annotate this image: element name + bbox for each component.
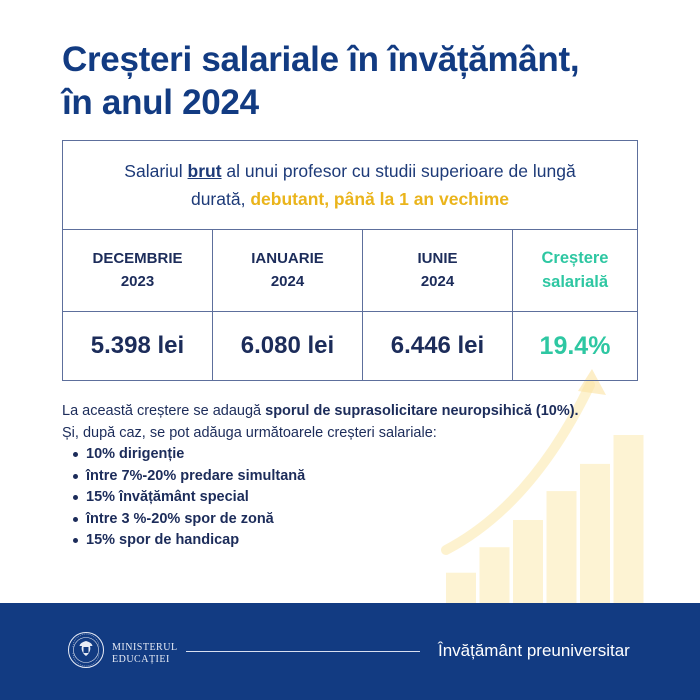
government-seal-icon <box>68 632 104 668</box>
info-line-1: La această creștere se adaugă sporul de … <box>62 401 662 423</box>
decor-bar <box>479 547 510 605</box>
table-values-row: 5.398 lei 6.080 lei 6.446 lei 19.4% <box>63 312 637 380</box>
title-line-2: în anul 2024 <box>62 83 259 122</box>
value-dec-2023: 5.398 lei <box>63 312 213 380</box>
intro-line-1: Salariul brut al unui profesor cu studii… <box>124 157 575 185</box>
footer-section-label: Învățământ preuniversitar <box>438 641 630 660</box>
header-cell-jun-2024: IUNIE 2024 <box>363 229 513 311</box>
header-cell-growth: Creștere salarială <box>513 229 637 311</box>
footer-divider <box>186 651 420 652</box>
value-jan-2024: 6.080 lei <box>213 312 363 380</box>
intro-text-1: Salariul <box>124 161 188 181</box>
decor-bar <box>446 572 476 605</box>
header-label-2: salarială <box>541 273 609 291</box>
intro-text-3: durată, <box>190 189 251 209</box>
decor-bar <box>546 491 577 605</box>
header-label: DECEMBRIE <box>92 250 183 267</box>
info-line-2: Și, după caz, se pot adăuga următoarele … <box>62 424 437 441</box>
header-label: IUNIE <box>417 250 458 267</box>
list-item: între 3 %-20% spor de zonă <box>62 509 662 531</box>
info-text: La această creștere se adaugă <box>62 403 266 419</box>
table-header-row: DECEMBRIE 2023 IANUARIE 2024 IUNIE 2024 … <box>63 229 637 312</box>
header-year: 2024 <box>270 273 305 290</box>
ministry-line-2: EDUCAȚIEI <box>112 654 170 665</box>
title-line-1: Creșteri salariale în învățământ, <box>62 40 580 79</box>
additional-info: La această creștere se adaugă sporul de … <box>62 401 662 552</box>
ministry-name: MINISTERUL EDUCAȚIEI <box>112 642 178 666</box>
header-year: 2024 <box>420 273 455 290</box>
list-item: între 7%-20% predare simultană <box>62 466 662 488</box>
intro-line-2: durată, debutant, până la 1 an vechime <box>191 185 509 213</box>
intro-bold-brut: brut <box>187 161 222 181</box>
ministry-line-1: MINISTERUL <box>112 642 178 653</box>
growth-chart-decoration <box>441 369 644 605</box>
intro-highlight: debutant, până la 1 an vechime <box>250 189 510 209</box>
header-cell-jan-2024: IANUARIE 2024 <box>213 229 363 311</box>
list-item: 15% spor de handicap <box>62 530 662 552</box>
decor-bar <box>580 463 610 605</box>
header-year: 2023 <box>120 273 155 290</box>
page-title: Creșteri salariale în învățământ, în anu… <box>62 38 662 124</box>
info-bold: sporul de suprasolicitare neuropsihică (… <box>265 403 579 419</box>
value-jun-2024: 6.446 lei <box>363 312 513 380</box>
list-item: 15% învățământ special <box>62 487 662 509</box>
decor-bar <box>513 520 543 605</box>
header-label: IANUARIE <box>251 250 324 267</box>
intro-text-2: al unui profesor cu studii superioare de… <box>221 161 576 181</box>
list-item: 10% dirigenție <box>62 444 662 466</box>
header-label: Creștere <box>541 249 609 267</box>
header-cell-dec-2023: DECEMBRIE 2023 <box>63 229 213 311</box>
bonus-list: 10% dirigenție între 7%-20% predare simu… <box>62 444 662 552</box>
decor-bar <box>613 435 644 605</box>
table-intro: Salariul brut al unui profesor cu studii… <box>63 141 637 230</box>
salary-table: Salariul brut al unui profesor cu studii… <box>62 140 638 381</box>
value-growth-percent: 19.4% <box>539 331 611 360</box>
